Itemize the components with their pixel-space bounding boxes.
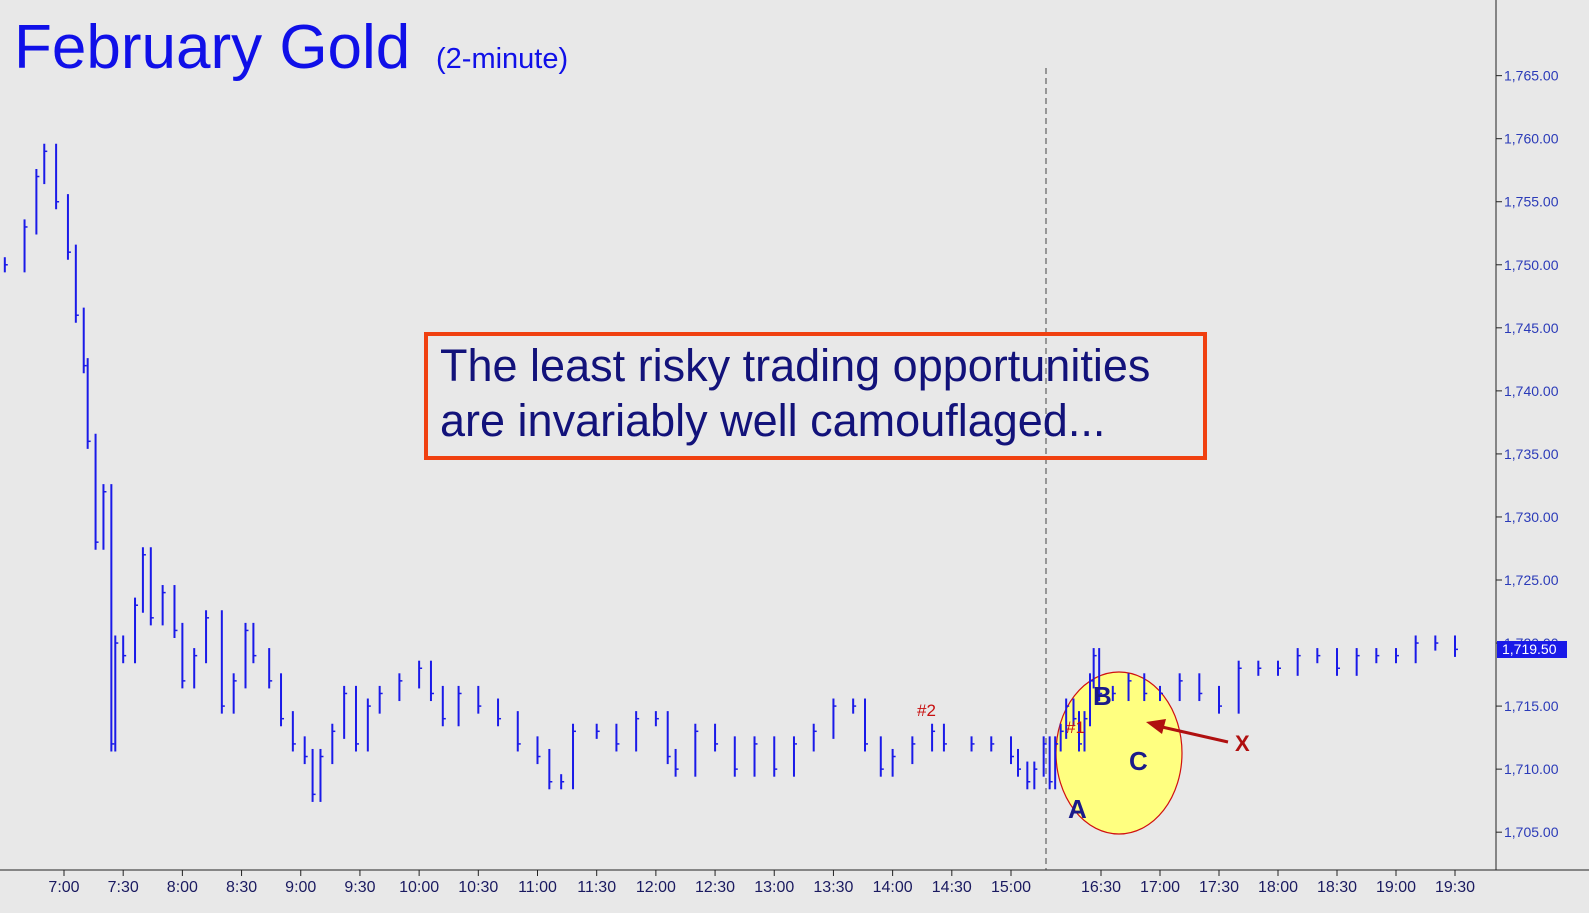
x-arrow-shaft — [1161, 725, 1229, 744]
y-tick-label: 1,735.00 — [1504, 446, 1559, 462]
x-arrow-head — [1146, 719, 1166, 734]
x-tick-label: 18:00 — [1258, 879, 1298, 896]
label-a: A — [1068, 794, 1087, 824]
price-bars — [3, 143, 1458, 802]
x-tick-label: 14:00 — [873, 879, 913, 896]
x-tick-label: 19:00 — [1376, 879, 1416, 896]
x-tick-label: 7:00 — [48, 879, 79, 896]
label-hash-2: #2 — [917, 701, 936, 720]
y-tick-label: 1,745.00 — [1504, 320, 1559, 336]
x-tick-label: 17:30 — [1199, 879, 1239, 896]
x-tick-label: 11:00 — [518, 879, 557, 896]
x-tick-label: 8:30 — [226, 879, 257, 896]
y-tick-label: 1,725.00 — [1504, 572, 1559, 588]
callout-line-2: are invariably well camouflaged... — [440, 395, 1105, 446]
label-hash-1: #1 — [1066, 718, 1085, 737]
x-tick-label: 11:30 — [577, 879, 616, 896]
x-tick-label: 7:30 — [108, 879, 139, 896]
x-tick-label: 13:00 — [754, 879, 794, 896]
y-tick-label: 1,730.00 — [1504, 509, 1559, 525]
y-tick-label: 1,755.00 — [1504, 194, 1559, 210]
x-tick-label: 19:30 — [1435, 879, 1475, 896]
label-b: B — [1093, 681, 1112, 711]
label-x: X — [1235, 731, 1250, 756]
x-tick-label: 14:30 — [932, 879, 972, 896]
y-tick-label: 1,760.00 — [1504, 131, 1559, 147]
y-tick-label: 1,740.00 — [1504, 383, 1559, 399]
x-tick-label: 8:00 — [167, 879, 198, 896]
y-tick-label: 1,750.00 — [1504, 257, 1559, 273]
x-tick-label: 16:30 — [1081, 879, 1121, 896]
callout-box — [424, 332, 1207, 460]
label-c: C — [1129, 746, 1148, 776]
x-tick-label: 12:30 — [695, 879, 735, 896]
x-tick-label: 13:30 — [813, 879, 853, 896]
x-tick-label: 15:00 — [991, 879, 1031, 896]
x-tick-label: 10:30 — [458, 879, 498, 896]
x-tick-label: 10:00 — [399, 879, 439, 896]
chart-subtitle: (2-minute) — [436, 43, 568, 75]
last-price-box — [1497, 641, 1567, 658]
x-tick-label: 12:00 — [636, 879, 676, 896]
x-tick-label: 18:30 — [1317, 879, 1357, 896]
y-tick-label: 1,765.00 — [1504, 68, 1559, 84]
y-tick-label: 1,705.00 — [1504, 824, 1559, 840]
y-tick-label: 1,710.00 — [1504, 761, 1559, 777]
x-axis-ticks: 7:00 7:30 8:00 8:30 9:00 9:30 10:00 10:30 11:00 1… — [48, 870, 1475, 896]
last-price-label: 1,719.50 — [1502, 641, 1557, 657]
callout-line-1: The least risky trading opportunities — [440, 340, 1150, 391]
x-tick-label: 9:30 — [344, 879, 375, 896]
chart-title: February Gold — [14, 13, 410, 82]
y-axis-ticks: 1,705.001,710.001,715.001,720.001,725.00… — [1496, 68, 1559, 840]
x-tick-label: 17:00 — [1140, 879, 1180, 896]
y-tick-label: 1,715.00 — [1504, 698, 1559, 714]
x-tick-label: 9:00 — [285, 879, 316, 896]
